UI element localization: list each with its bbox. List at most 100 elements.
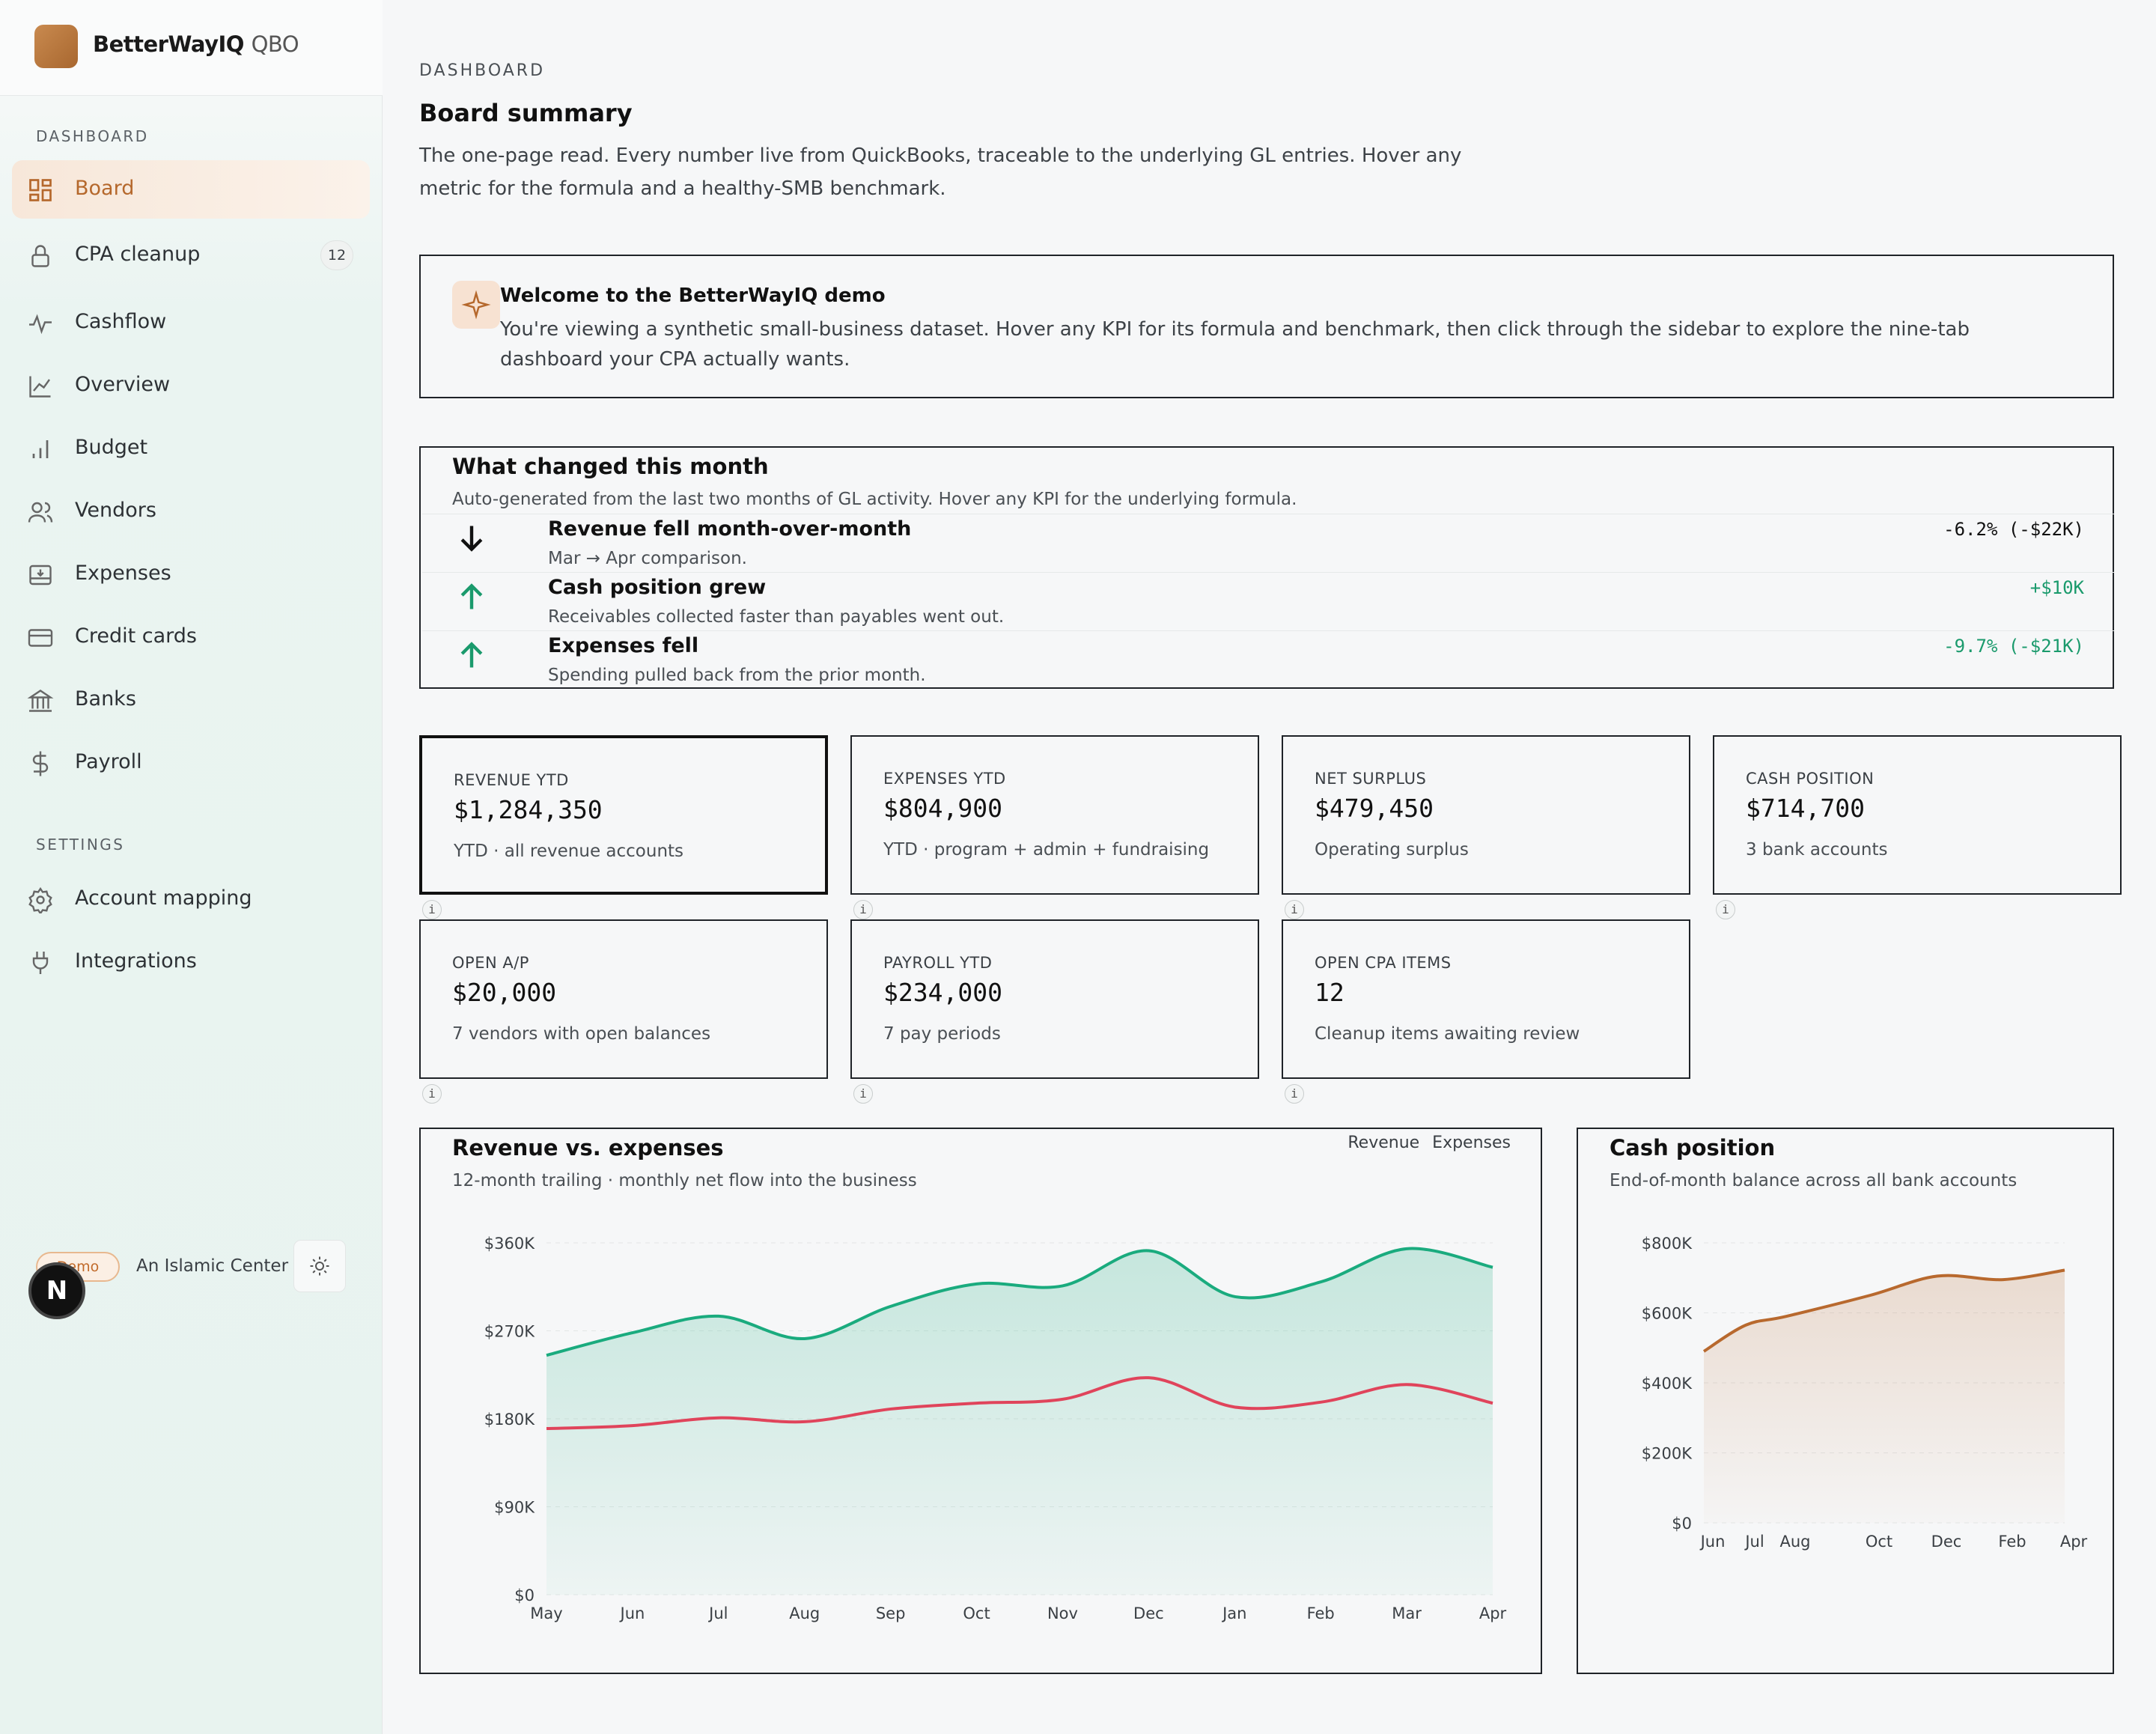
kpi-card-open-cpa-items[interactable]: OPEN CPA ITEMS 12 Cleanup items awaiting… <box>1282 919 1690 1079</box>
change-title: Revenue fell month-over-month <box>548 517 912 541</box>
y-tick-label: $400K <box>1642 1375 1693 1393</box>
receipt-icon <box>29 565 52 585</box>
legend-item-expenses[interactable]: Expenses <box>1432 1134 1511 1152</box>
kpi-card-open-ap[interactable]: OPEN A/P $20,000 7 vendors with open bal… <box>419 919 828 1079</box>
kpi-subtitle: YTD · all revenue accounts <box>454 842 684 861</box>
sidebar-item-banks[interactable]: Banks <box>12 671 370 729</box>
y-tick-label: $180K <box>484 1411 535 1429</box>
sidebar-item-credit-cards[interactable]: Credit cards <box>12 608 370 666</box>
kpi-value: $479,450 <box>1315 794 1434 823</box>
x-tick-label: Jul <box>707 1604 728 1622</box>
info-icon[interactable]: i <box>853 900 873 919</box>
plug-icon <box>32 952 49 974</box>
kpi-value: 12 <box>1315 978 1345 1007</box>
change-value: -6.2% (-$22K) <box>1943 519 2084 540</box>
arrow-up-icon <box>460 583 483 609</box>
info-icon[interactable]: i <box>1716 900 1735 919</box>
sidebar-item-board[interactable]: Board <box>12 160 370 219</box>
sidebar-item-integrations[interactable]: Integrations <box>12 933 370 991</box>
sidebar-item-label: Integrations <box>75 949 197 973</box>
sidebar-item-label: CPA cleanup <box>75 243 201 266</box>
kpi-card-expenses-ytd[interactable]: EXPENSES YTD $804,900 YTD · program + ad… <box>850 735 1259 895</box>
y-tick-label: $600K <box>1642 1305 1693 1323</box>
sidebar-item-label: Vendors <box>75 499 156 522</box>
kpi-card-payroll-ytd[interactable]: PAYROLL YTD $234,000 7 pay periods <box>850 919 1259 1079</box>
x-tick-label: Mar <box>1392 1604 1422 1622</box>
info-icon[interactable]: i <box>1285 900 1304 919</box>
change-value: -9.7% (-$21K) <box>1943 636 2084 657</box>
page-eyebrow: DASHBOARD <box>419 61 546 80</box>
info-icon[interactable]: i <box>1285 1084 1304 1104</box>
sidebar-item-label: Account mapping <box>75 886 252 910</box>
list-item[interactable]: Cash position grew Receivables collected… <box>422 572 2114 630</box>
bar-chart-icon <box>32 440 49 458</box>
legend-item-revenue[interactable]: Revenue <box>1348 1134 1420 1152</box>
dollar-icon <box>32 751 49 776</box>
x-tick-label: Dec <box>1133 1604 1164 1622</box>
kpi-card-net-surplus[interactable]: NET SURPLUS $479,450 Operating surplus <box>1282 735 1690 895</box>
kpi-label: NET SURPLUS <box>1315 770 1427 788</box>
gear-icon <box>28 886 52 913</box>
section-label-dashboard: DASHBOARD <box>36 127 149 145</box>
x-tick-label: Jun <box>1699 1533 1726 1551</box>
sidebar-item-account-mapping[interactable]: Account mapping <box>12 870 370 928</box>
revenue-expenses-chart-card: Revenue vs. expenses 12-month trailing ·… <box>419 1128 1542 1674</box>
sidebar-item-label: Payroll <box>75 750 142 773</box>
change-value: +$10K <box>2029 577 2084 598</box>
sidebar-item-label: Board <box>75 177 135 200</box>
info-icon[interactable]: i <box>853 1084 873 1104</box>
sidebar-item-cpa-cleanup[interactable]: CPA cleanup 12 <box>12 226 370 285</box>
change-subtitle: Mar → Apr comparison. <box>548 549 747 568</box>
sidebar-item-budget[interactable]: Budget <box>12 419 370 478</box>
sidebar-item-label: Cashflow <box>75 310 167 333</box>
kpi-value: $714,700 <box>1746 794 1865 823</box>
kpi-value: $804,900 <box>883 794 1002 823</box>
kpi-card-revenue-ytd[interactable]: REVENUE YTD $1,284,350 YTD · all revenue… <box>419 735 828 895</box>
arrow-up-icon <box>460 642 483 668</box>
info-icon[interactable]: i <box>422 900 442 919</box>
list-item[interactable]: Revenue fell month-over-month Mar → Apr … <box>422 514 2114 572</box>
list-item[interactable]: Expenses fell Spending pulled back from … <box>422 630 2114 689</box>
chart-subtitle: End-of-month balance across all bank acc… <box>1610 1171 2018 1190</box>
x-tick-label: Apr <box>2060 1533 2088 1551</box>
app-name[interactable]: BetterWayIQ QBO <box>93 31 299 57</box>
cash-position-chart-card: Cash position End-of-month balance acros… <box>1577 1128 2114 1674</box>
welcome-banner: Welcome to the BetterWayIQ demo You're v… <box>419 255 2114 398</box>
logo-icon <box>34 25 78 68</box>
y-tick-label: $0 <box>514 1587 535 1604</box>
sidebar-item-expenses[interactable]: Expenses <box>12 545 370 603</box>
info-icon[interactable]: i <box>422 1084 442 1104</box>
sidebar: BetterWayIQ QBO DASHBOARD Board CPA clea… <box>0 0 383 1734</box>
kpi-value: $20,000 <box>452 978 557 1007</box>
sidebar-item-vendors[interactable]: Vendors <box>12 482 370 541</box>
y-tick-label: $800K <box>1642 1235 1693 1253</box>
y-tick-label: $90K <box>494 1499 535 1517</box>
users-icon <box>28 502 53 523</box>
theme-toggle-button[interactable] <box>293 1240 346 1292</box>
kpi-label: CASH POSITION <box>1746 770 1875 788</box>
x-tick-label: Oct <box>1866 1533 1892 1551</box>
org-name[interactable]: An Islamic Center <box>136 1256 289 1276</box>
sun-icon <box>310 1256 329 1276</box>
kpi-label: OPEN A/P <box>452 954 529 972</box>
welcome-body: You're viewing a synthetic small-busines… <box>500 318 1970 371</box>
kpi-subtitle: Cleanup items awaiting review <box>1315 1024 1580 1044</box>
x-tick-label: Oct <box>963 1604 990 1622</box>
chart-title: Cash position <box>1610 1135 1776 1160</box>
sidebar-item-payroll[interactable]: Payroll <box>12 734 370 792</box>
kpi-card-cash-position[interactable]: CASH POSITION $714,700 3 bank accounts <box>1713 735 2122 895</box>
grid-icon <box>29 179 52 201</box>
x-tick-label: Aug <box>789 1604 820 1622</box>
pulse-icon <box>29 314 52 335</box>
sparkle-icon <box>452 281 500 329</box>
credit-card-icon <box>28 629 53 647</box>
y-tick-label: $270K <box>484 1323 535 1341</box>
avatar[interactable]: N <box>28 1262 85 1319</box>
sidebar-item-label: Credit cards <box>75 624 198 648</box>
kpi-value: $1,284,350 <box>454 795 603 824</box>
sidebar-item-cashflow[interactable]: Cashflow <box>12 293 370 352</box>
change-title: Expenses fell <box>548 634 699 657</box>
page-title: Board summary <box>419 99 633 127</box>
kpi-subtitle: Operating surplus <box>1315 840 1469 860</box>
sidebar-item-overview[interactable]: Overview <box>12 356 370 415</box>
